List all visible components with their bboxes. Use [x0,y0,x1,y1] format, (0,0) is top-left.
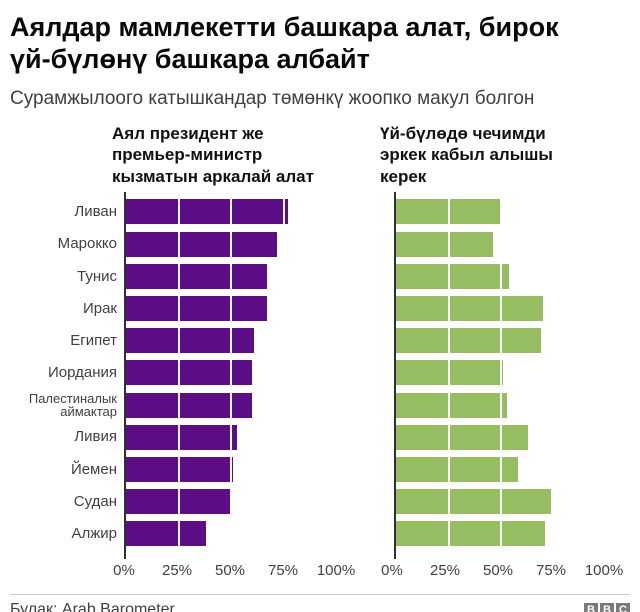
category-label: Судан [73,492,117,510]
bar-row [396,453,606,485]
category-label: Йемен [70,460,117,478]
gridline [282,191,285,559]
category-label: Ирак [82,299,117,317]
bar-row [396,357,606,389]
axis-tick-label: 25% [161,562,193,579]
gridline [500,191,502,559]
category-label: Иордания [47,364,117,382]
bar-row [126,260,336,292]
bar [126,392,252,418]
bar [396,489,552,515]
bar [396,456,518,482]
axis-tick-label: 100% [316,562,356,579]
axis-tick-label: 25% [429,562,461,579]
left-plot [124,191,336,559]
bar [396,296,543,321]
category-label: Ливан [74,203,117,221]
footer-divider [10,594,630,595]
gridline [230,191,232,559]
bar [396,231,493,257]
bar [396,360,504,386]
right-bars [396,196,606,550]
panel-headers: Аял президент же премьер-министр кызматы… [10,123,630,187]
category-label: Палестиналык аймактар [28,390,117,420]
source-note: Булак: Arab Barometer [10,601,175,612]
bar [126,231,278,257]
bbc-logo-block: B [584,603,598,612]
gridline [447,191,450,559]
bar [396,328,541,354]
bar-chart-panels: Ливан Марокко Тунис Ирак Египет Иордания Палес… [10,191,630,559]
bbc-logo-block: B [600,603,614,612]
bar [126,424,238,450]
bar-row [396,389,606,421]
right-plot [394,191,606,559]
category-label: Тунис [77,267,117,285]
bar-row [126,325,336,357]
category-label: Марокко [57,235,117,253]
category-label: Египет [70,331,117,349]
bar-row [126,293,336,325]
bar [396,521,546,547]
category-label: Алжир [71,525,117,543]
page-title: Аялдар мамлекетти башкара алат, бирок үй… [10,12,559,74]
bar-row [126,196,336,228]
bar-row [126,228,336,260]
axis-tick-label: 0% [381,562,403,579]
left-panel-header: Аял президент же премьер-министр кызматы… [112,123,314,186]
bar-row [396,228,606,260]
bar [396,263,510,289]
bar [396,392,508,418]
axis-tick-label: 50% [482,562,514,579]
axis-tick-label: 75% [267,562,299,579]
bar [126,263,267,289]
x-axis-left: 0% 25% 50% 75% 100% [113,560,355,580]
bar [126,360,252,386]
axis-tick-label: 75% [535,562,567,579]
bar [396,424,529,450]
bar-row [396,293,606,325]
right-panel-header: Үй-бүлөдө чечимди эркек кабыл алышы кере… [380,123,553,186]
gridline [177,191,180,559]
bar [126,521,206,547]
bar-row [126,421,336,453]
x-axis-right: 0% 25% 50% 75% 100% [381,560,623,580]
bbc-logo-block: C [616,603,630,612]
bar-row [126,518,336,550]
category-labels: Ливан Марокко Тунис Ирак Египет Иордания Палес… [10,192,124,550]
bar-row [126,453,336,485]
gridline [552,191,555,559]
axis-tick-label: 50% [214,562,246,579]
category-label: Ливия [74,428,117,446]
bar-row [396,486,606,518]
bar [126,328,255,354]
bar [126,296,267,321]
bar-row [396,518,606,550]
bar [126,199,288,225]
bar [126,456,234,482]
bar-row [396,260,606,292]
axis-tick-label: 100% [584,562,624,579]
chart-subtitle: Сурамжылоого катышкандар төмөнкү жоопко … [10,87,535,109]
x-axes: 0% 25% 50% 75% 100% 0% 25% 50% 75% 100% [10,560,630,580]
bar-row [396,325,606,357]
bar-row [396,421,606,453]
axis-tick-label: 0% [113,562,135,579]
